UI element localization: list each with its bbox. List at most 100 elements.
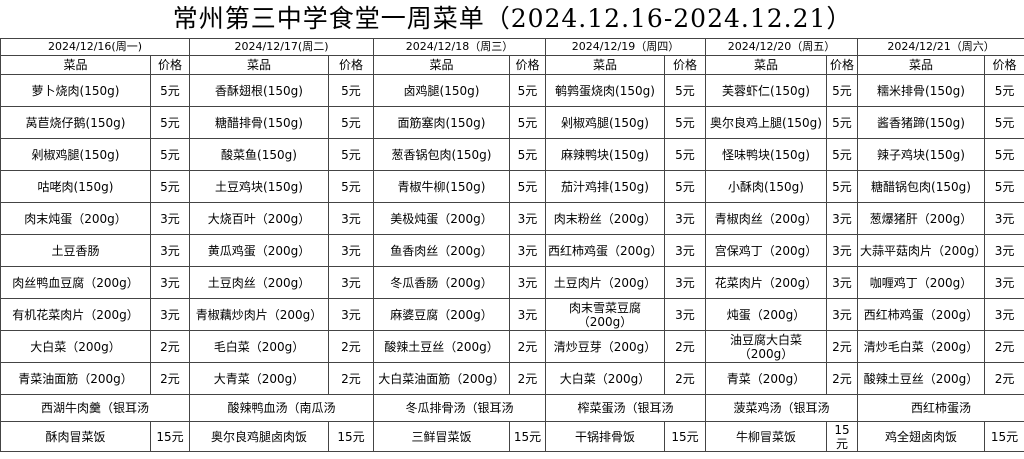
- header-price: 价格: [328, 55, 374, 75]
- dish-price: 5元: [509, 106, 546, 139]
- header-dish: 菜品: [545, 55, 665, 75]
- dish-price: 3元: [150, 234, 190, 267]
- dish-price: 5元: [664, 138, 706, 171]
- dish-row: 肉末炖蛋（200g） 3元 大烧百叶（200g） 3元 美极炖蛋（200g） 3元 肉末粉丝…: [0, 202, 1024, 235]
- dish-price: 5元: [328, 138, 374, 171]
- soup: 酸辣鸭血汤（南瓜汤: [189, 394, 374, 422]
- dish-name: 大蒜平菇肉片（200g）: [857, 234, 985, 267]
- dish-name: 毛白菜（200g）: [189, 330, 329, 363]
- dish-name: 糖醋锅包肉(150g): [857, 170, 985, 203]
- dish-name: 茄汁鸡排(150g): [545, 170, 665, 203]
- dish-price: 3元: [328, 202, 374, 235]
- rice-price: 15元: [150, 421, 190, 452]
- dish-name: 辣子鸡块(150g): [857, 138, 985, 171]
- title: 常州第三中学食堂一周菜单（2024.12.16-2024.12.21）: [0, 0, 1024, 39]
- rice-row: 酥肉冒菜饭 15元 奥尔良鸡腿卤肉饭 15元 三鲜冒菜饭 15元 干锅排骨饭 15元 牛柳冒菜饭…: [0, 421, 1024, 452]
- header-dish: 菜品: [189, 55, 329, 75]
- dish-price: 5元: [509, 74, 546, 107]
- dish-name: 清炒豆芽（200g）: [545, 330, 665, 363]
- dish-name: 酸辣土豆丝（200g）: [373, 330, 510, 363]
- dish-name: 冬瓜香肠（200g）: [373, 266, 510, 299]
- dish-price: 5元: [150, 170, 190, 203]
- soup: 菠菜鸡汤（银耳汤: [705, 394, 858, 422]
- dish-price: 5元: [664, 106, 706, 139]
- dish-price: 5元: [983, 74, 1024, 107]
- dish-name: 青菜（200g）: [705, 362, 827, 395]
- dish-price: 3元: [328, 234, 374, 267]
- dish-price: 5元: [328, 170, 374, 203]
- rice-name: 奥尔良鸡腿卤肉饭: [189, 421, 329, 452]
- dish-price: 3元: [664, 266, 706, 299]
- rice-name: 鸡全翅卤肉饭: [857, 421, 985, 452]
- dish-price: 2元: [664, 330, 706, 363]
- dish-name: 大白菜（200g）: [545, 362, 665, 395]
- dish-row: 肉丝鸭血豆腐（200g） 3元 土豆肉丝（200g） 3元 冬瓜香肠（200g） 3元 土豆…: [0, 266, 1024, 299]
- dish-price: 2元: [509, 330, 546, 363]
- day-row: 2024/12/16(周一) 2024/12/17(周二) 2024/12/18（周…: [0, 38, 1024, 56]
- dish-price: 5元: [826, 138, 858, 171]
- day-date: 2024/12/19（周四）: [545, 38, 706, 56]
- dish-name: 酱香猪蹄(150g): [857, 106, 985, 139]
- dish-name: 土豆香肠: [0, 234, 151, 267]
- rice-price: 15元: [509, 421, 546, 452]
- dish-price: 5元: [509, 138, 546, 171]
- dish-row: 青菜油面筋（200g） 2元 大青菜（200g） 2元 大白菜油面筋（200g） 2元 大白…: [0, 362, 1024, 395]
- dish-price: 3元: [826, 202, 858, 235]
- dish-name: 花菜肉片（200g）: [705, 266, 827, 299]
- dish-price: 3元: [509, 298, 546, 331]
- header-dish: 菜品: [857, 55, 985, 75]
- rice-name: 三鲜冒菜饭: [373, 421, 510, 452]
- dish-name: 宫保鸡丁（200g）: [705, 234, 827, 267]
- dish-name: 鱼香肉丝（200g）: [373, 234, 510, 267]
- header-dish: 菜品: [0, 55, 151, 75]
- dish-price: 3元: [664, 234, 706, 267]
- dish-name: 肉丝鸭血豆腐（200g）: [0, 266, 151, 299]
- dish-price: 5元: [328, 74, 374, 107]
- dish-price: 5元: [150, 106, 190, 139]
- header-price: 价格: [509, 55, 546, 75]
- rice-name: 酥肉冒菜饭: [0, 421, 151, 452]
- rice-name: 干锅排骨饭: [545, 421, 665, 452]
- dish-row: 大白菜（200g） 2元 毛白菜（200g） 2元 酸辣土豆丝（200g） 2元 清炒豆芽（…: [0, 330, 1024, 363]
- header-price: 价格: [983, 55, 1024, 75]
- header-dish: 菜品: [705, 55, 827, 75]
- dish-row: 剁椒鸡腿(150g) 5元 酸菜鱼(150g) 5元 葱香锅包肉(150g) 5元 麻辣鸭块…: [0, 138, 1024, 171]
- day-date: 2024/12/21（周六）: [856, 38, 1024, 56]
- dish-price: 3元: [328, 266, 374, 299]
- dish-price: 3元: [983, 266, 1024, 299]
- dish-name: 土豆肉丝（200g）: [189, 266, 329, 299]
- dish-price: 3元: [509, 266, 546, 299]
- dish-price: 2元: [150, 330, 190, 363]
- dish-name: 美极炖蛋（200g）: [373, 202, 510, 235]
- dish-name: 大烧百叶（200g）: [189, 202, 329, 235]
- dish-name: 大青菜（200g）: [189, 362, 329, 395]
- rice-price: 15元: [983, 421, 1024, 452]
- dish-name: 有机花菜肉片（200g）: [0, 298, 151, 331]
- dish-price: 5元: [664, 74, 706, 107]
- dish-price: 3元: [826, 266, 858, 299]
- dish-row: 莴苣烧仔鹅(150g) 5元 糖醋排骨(150g) 5元 面筋塞肉(150g) 5元 剁椒鸡…: [0, 106, 1024, 139]
- dish-name: 青椒牛柳(150g): [373, 170, 510, 203]
- dish-name: 黄瓜鸡蛋（200g）: [189, 234, 329, 267]
- dish-price: 3元: [328, 298, 374, 331]
- dish-row: 有机花菜肉片（200g） 3元 青椒藕炒肉片（200g） 3元 麻婆豆腐（200g） 3元…: [0, 298, 1024, 331]
- dish-name: 西红柿鸡蛋（200g）: [545, 234, 665, 267]
- dish-price: 5元: [826, 74, 858, 107]
- dish-name: 糯米排骨(150g): [857, 74, 985, 107]
- dish-name: 西红柿鸡蛋（200g）: [857, 298, 985, 331]
- dish-row: 咕咾肉(150g) 5元 土豆鸡块(150g) 5元 青椒牛柳(150g) 5元 茄汁鸡排(…: [0, 170, 1024, 203]
- dish-price: 3元: [509, 234, 546, 267]
- dish-name: 肉末粉丝（200g）: [545, 202, 665, 235]
- dish-name: 葱香锅包肉(150g): [373, 138, 510, 171]
- dish-price: 5元: [983, 106, 1024, 139]
- dish-price: 2元: [826, 330, 858, 363]
- header-price: 价格: [664, 55, 706, 75]
- dish-name: 麻婆豆腐（200g）: [373, 298, 510, 331]
- dish-name: 大白菜（200g）: [0, 330, 151, 363]
- day-date: 2024/12/18（周三）: [373, 38, 546, 56]
- soup: 冬瓜排骨汤（银耳汤: [373, 394, 546, 422]
- dish-price: 2元: [983, 330, 1024, 363]
- dish-price: 3元: [826, 234, 858, 267]
